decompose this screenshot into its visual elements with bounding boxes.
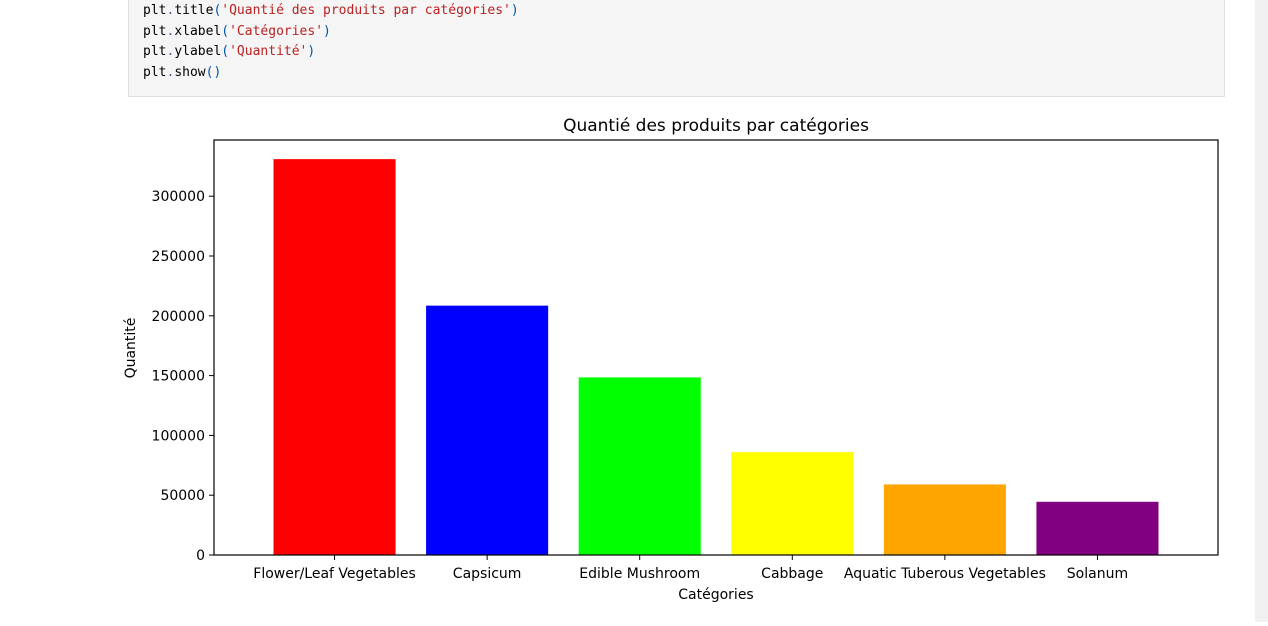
code-token-paren: ( [221, 23, 230, 39]
bar-5 [1036, 501, 1159, 555]
code-cell[interactable]: plt.title('Quantié des produits par caté… [128, 0, 1225, 97]
code-token-paren: ) [307, 44, 316, 59]
code-token-object: plt [143, 23, 167, 39]
y-axis-label: Quantité [123, 318, 139, 379]
x-tick-label: Edible Mushroom [579, 566, 700, 582]
code-token-paren: ) [510, 3, 519, 18]
code-token-string: 'Catégories' [229, 23, 324, 39]
code-token-function: show [174, 64, 206, 80]
code-token-function: title [174, 3, 214, 18]
code-token-function: ylabel [174, 44, 222, 59]
y-tick-label: 200000 [152, 309, 205, 325]
bar-0 [273, 159, 396, 556]
bar-3 [731, 452, 854, 555]
y-tick-label: 100000 [152, 428, 205, 444]
x-tick-label: Solanum [1067, 566, 1128, 582]
code-line-xlabel: plt.xlabel('Catégories') [143, 24, 331, 39]
code-token-paren: ) [213, 64, 222, 80]
code-token-paren: ( [205, 64, 214, 80]
y-tick-label: 150000 [152, 369, 205, 385]
chart-title: Quantié des produits par catégories [563, 116, 869, 136]
bar-1 [426, 305, 549, 555]
bar-chart: Quantié des produits par catégories 0 500… [123, 116, 1219, 603]
code-token-dot: . [166, 64, 175, 80]
code-token-string: 'Quantié des produits par catégories' [221, 3, 511, 18]
code-token-function: xlabel [174, 23, 222, 39]
x-axis-label: Catégories [678, 587, 753, 603]
y-axis-ticks: 0 50000 100000 150000 200000 250000 300000 [152, 189, 214, 564]
code-token-paren: ( [221, 44, 230, 59]
y-tick-label: 50000 [160, 488, 205, 504]
x-tick-label: Aquatic Tuberous Vegetables [844, 566, 1046, 582]
y-tick-label: 300000 [152, 189, 205, 205]
code-token-paren: ) [323, 23, 331, 39]
code-token-dot: . [166, 23, 175, 39]
plot-frame [213, 139, 1219, 556]
code-line-ylabel: plt.ylabel('Quantité') [143, 44, 315, 59]
code-editor[interactable]: plt.title('Quantié des produits par caté… [143, 1, 519, 83]
x-tick-label: Cabbage [761, 566, 823, 582]
code-token-object: plt [143, 64, 167, 80]
chart-output: Quantié des produits par catégories 0 500… [0, 100, 1268, 622]
scrollbar-track[interactable] [1255, 0, 1268, 622]
y-tick-label: 0 [196, 548, 205, 564]
bar-4 [883, 484, 1006, 555]
x-axis-ticks: Flower/Leaf Vegetables Capsicum Edible Mus… [253, 555, 1128, 582]
code-line-title: plt.title('Quantié des produits par caté… [143, 3, 519, 18]
bars-layer [273, 159, 1159, 556]
code-token-dot: . [166, 44, 175, 59]
code-line-show: plt.show() [143, 65, 221, 80]
code-token-paren: ( [213, 3, 222, 18]
y-tick-label: 250000 [152, 249, 205, 265]
code-token-dot: . [166, 3, 175, 18]
code-token-object: plt [143, 44, 167, 59]
x-tick-label: Capsicum [453, 566, 522, 582]
code-token-object: plt [143, 3, 167, 18]
bar-2 [578, 377, 701, 555]
code-token-string: 'Quantité' [229, 44, 308, 59]
x-tick-label: Flower/Leaf Vegetables [253, 566, 416, 582]
